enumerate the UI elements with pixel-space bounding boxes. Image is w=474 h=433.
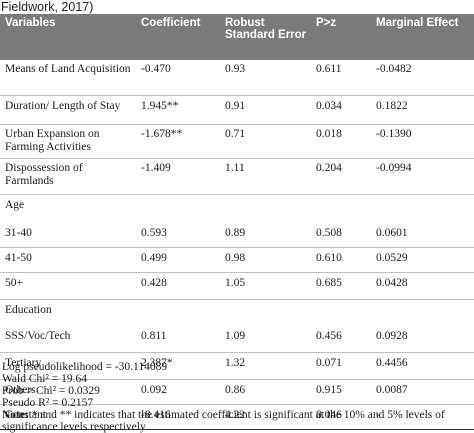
- cell-robust-se: [220, 300, 311, 327]
- cell-marginal-effect: -0.0482: [371, 60, 474, 96]
- table-row: 31-40 0.593 0.89 0.508 0.0601: [0, 223, 474, 248]
- cell-variable: Means of Land Acquisition: [0, 60, 136, 96]
- table-row: Duration/ Length of Stay 1.945** 0.91 0.034…: [0, 95, 474, 125]
- header-robust-se: Robust Standard Error: [225, 17, 307, 41]
- header-coefficient: Coefficient: [141, 17, 201, 29]
- cell-variable: Urban Expansion on Farming Activities: [0, 124, 136, 159]
- table-row: Means of Land Acquisition -0.470 0.93 0.611…: [0, 60, 474, 96]
- prob-chi2: Prob > Chi² = 0.0329: [2, 385, 100, 397]
- cell-variable: Education: [5, 304, 52, 316]
- header-p-value: P>z: [316, 17, 337, 29]
- note-label: Note:: [2, 409, 29, 421]
- cell-marginal-effect: 0.1822: [371, 95, 474, 125]
- cell-coefficient: 0.593: [136, 223, 220, 248]
- table-row: Tertiary 2.387* 1.32 0.071 0.4456: [0, 352, 474, 380]
- log-pseudolikelihood: Log pseudolikelihood = -30.114089: [2, 361, 168, 373]
- cell-coefficient: -0.470: [136, 60, 220, 96]
- cell-variable: SSS/Voc/Tech: [0, 326, 136, 353]
- cell-p-value: 0.204: [311, 158, 371, 195]
- table-row: Education: [0, 300, 474, 327]
- table-row: Urban Expansion on Farming Activities -1.…: [0, 124, 474, 159]
- cell-variable: Duration/ Length of Stay: [0, 95, 136, 125]
- cell-variable: 31-40: [0, 223, 136, 248]
- cell-marginal-effect: 0.0928: [371, 326, 474, 353]
- note-text: * and ** indicates that the estimated co…: [2, 409, 445, 433]
- header-marginal-effect: Marginal Effect: [376, 17, 459, 29]
- cell-robust-se: 1.09: [220, 326, 311, 353]
- cell-variable: Age: [5, 199, 25, 211]
- cell-coefficient: -1.409: [136, 158, 220, 195]
- cell-marginal-effect: 0.4456: [371, 352, 474, 380]
- table-row: SSS/Voc/Tech 0.811 1.09 0.456 0.0928: [0, 326, 474, 353]
- cell-coefficient: 0.092: [136, 379, 220, 405]
- cell-p-value: 0.071: [311, 352, 371, 380]
- cell-marginal-effect: [371, 195, 474, 224]
- cell-variable: Dispossession of Farmlands: [0, 158, 136, 195]
- cell-marginal-effect: -0.1390: [371, 124, 474, 159]
- cell-robust-se: 0.89: [220, 223, 311, 248]
- cell-p-value: 0.456: [311, 326, 371, 353]
- cell-variable: Others: [0, 379, 136, 405]
- cell-p-value: 0.046: [311, 404, 371, 430]
- cell-p-value: 0.610: [311, 247, 371, 273]
- cell-robust-se: 0.93: [220, 60, 311, 96]
- cell-p-value: 0.611: [311, 60, 371, 96]
- cell-coefficient: 0.499: [136, 247, 220, 273]
- cell-robust-se: 1.32: [220, 352, 311, 380]
- header-variables: Variables: [5, 17, 56, 29]
- cell-robust-se: [220, 195, 311, 224]
- cell-coefficient: -1.678**: [136, 124, 220, 159]
- cell-marginal-effect: 0.0529: [371, 247, 474, 273]
- table-row: Dispossession of Farmlands -1.409 1.11 0.20…: [0, 158, 474, 195]
- cell-coefficient: [136, 300, 220, 327]
- wald-chi2: Wald Chi² = 19.64: [2, 373, 88, 385]
- cell-coefficient: [136, 195, 220, 224]
- cell-p-value: [311, 195, 371, 224]
- cell-p-value: [311, 300, 371, 327]
- cell-marginal-effect: -0.0994: [371, 158, 474, 195]
- cell-robust-se: 1.05: [220, 272, 311, 300]
- cell-p-value: 0.685: [311, 272, 371, 300]
- cell-coefficient: 2.387*: [136, 352, 220, 380]
- cell-variable: 50+: [0, 272, 136, 300]
- cell-robust-se: 0.91: [220, 95, 311, 125]
- table-row: Age: [0, 195, 474, 224]
- table-row: 41-50 0.499 0.98 0.610 0.0529: [0, 247, 474, 273]
- table-row: Others 0.092 0.86 0.915 0.0087: [0, 379, 474, 405]
- cell-coefficient: 0.428: [136, 272, 220, 300]
- pseudo-r2: Pseudo R² = 0.2157: [2, 397, 94, 409]
- cell-coefficient: 0.811: [136, 326, 220, 353]
- cell-robust-se: 0.86: [220, 379, 311, 405]
- cell-variable: 41-50: [0, 247, 136, 273]
- cell-variable: Tertiary: [0, 352, 136, 380]
- table-row: 50+ 0.428 1.05 0.685 0.0428: [0, 272, 474, 300]
- significance-note: Note: * and ** indicates that the estima…: [2, 409, 472, 433]
- cell-robust-se: 1.11: [220, 158, 311, 195]
- cell-robust-se: 0.98: [220, 247, 311, 273]
- source-caption-fragment: Fieldwork, 2017): [1, 0, 94, 14]
- cell-p-value: 0.508: [311, 223, 371, 248]
- cell-marginal-effect: 0.0087: [371, 379, 474, 405]
- cell-coefficient: 1.945**: [136, 95, 220, 125]
- table-header-row: Variables Coefficient Robust Standard Er…: [0, 14, 474, 60]
- cell-p-value: 0.018: [311, 124, 371, 159]
- cell-robust-se: 0.71: [220, 124, 311, 159]
- model-notes: Log pseudolikelihood = -30.114089 Wald C…: [2, 361, 472, 433]
- cell-coefficient: -8.416: [136, 404, 220, 430]
- cell-p-value: 0.915: [311, 379, 371, 405]
- cell-marginal-effect: [371, 300, 474, 327]
- cell-p-value: 0.034: [311, 95, 371, 125]
- cell-marginal-effect: 0.0428: [371, 272, 474, 300]
- cell-marginal-effect: 0.0601: [371, 223, 474, 248]
